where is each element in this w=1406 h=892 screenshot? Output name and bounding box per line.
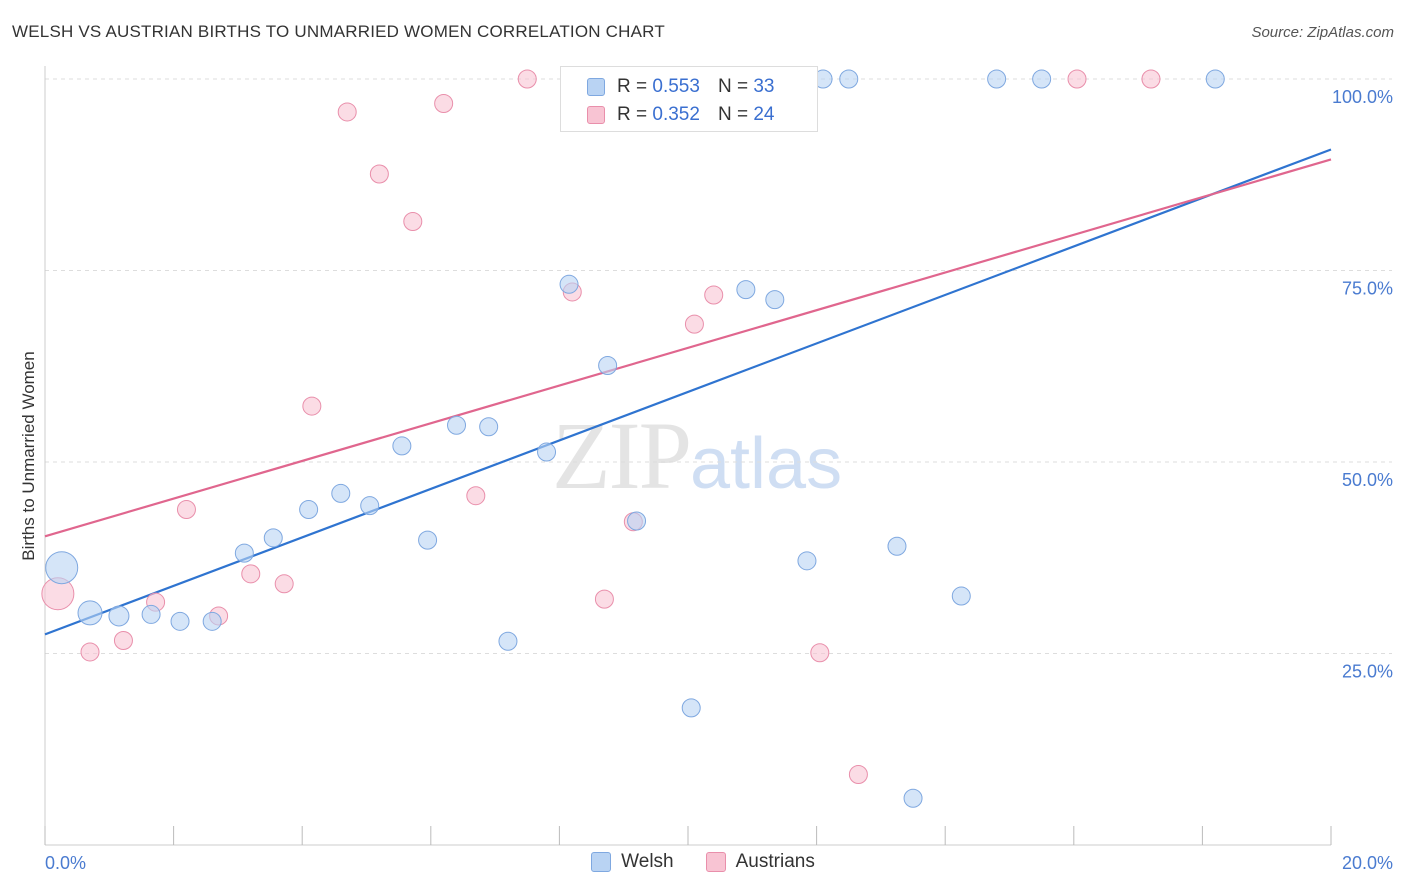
welsh-n-value: 33 bbox=[753, 76, 775, 97]
austrians-point bbox=[337, 102, 357, 122]
watermark-atlas: atlas bbox=[690, 424, 843, 504]
welsh-point bbox=[392, 436, 412, 456]
welsh-legend-label: Welsh bbox=[621, 851, 674, 872]
x-tick-label: 20.0% bbox=[1342, 853, 1393, 873]
y-tick-label: 25.0% bbox=[1342, 662, 1393, 682]
welsh-point bbox=[797, 551, 817, 571]
welsh-n-label: N = bbox=[717, 76, 749, 97]
welsh-point bbox=[299, 499, 319, 519]
welsh-point bbox=[45, 551, 79, 585]
welsh-point bbox=[263, 528, 283, 548]
axes bbox=[44, 66, 1332, 846]
austrians-point bbox=[704, 285, 724, 305]
welsh-point bbox=[839, 69, 859, 89]
tick-labels: 25.0% 50.0% 75.0% 100.0% 0.0% 20.0% bbox=[45, 87, 1393, 873]
welsh-point bbox=[141, 604, 161, 624]
welsh-point bbox=[736, 280, 756, 300]
welsh-point bbox=[951, 586, 971, 606]
austrians-r-label: R = bbox=[617, 104, 648, 125]
legend-item-welsh[interactable]: Welsh bbox=[591, 851, 674, 873]
welsh-swatch bbox=[587, 78, 605, 96]
austrians-point bbox=[517, 69, 537, 89]
welsh-point bbox=[681, 698, 701, 718]
austrians-point bbox=[466, 486, 486, 506]
austrians-r-value: 0.352 bbox=[652, 104, 700, 125]
welsh-point bbox=[627, 511, 647, 531]
welsh-point bbox=[108, 605, 130, 627]
welsh-r-label: R = bbox=[617, 76, 648, 97]
y-axis-label: Births to Unmarried Women bbox=[19, 351, 38, 560]
legend-row-austrians: R = 0.352 N = 24 bbox=[587, 101, 774, 129]
welsh-point bbox=[559, 274, 579, 294]
austrians-n-label: N = bbox=[717, 104, 749, 125]
trend-lines bbox=[44, 148, 1332, 636]
welsh-point bbox=[1032, 69, 1052, 89]
welsh-point bbox=[447, 415, 467, 435]
welsh-point bbox=[202, 611, 222, 631]
austrians-trend-line bbox=[44, 158, 1332, 538]
welsh-r-value: 0.553 bbox=[652, 76, 700, 97]
austrians-point bbox=[403, 211, 423, 231]
welsh-point bbox=[360, 496, 380, 516]
austrians-point bbox=[369, 164, 389, 184]
austrians-point bbox=[810, 643, 830, 663]
austrians-point bbox=[1067, 69, 1087, 89]
austrians-point bbox=[594, 589, 614, 609]
austrians-point bbox=[302, 396, 322, 416]
austrians-point bbox=[434, 94, 454, 114]
welsh-point bbox=[77, 600, 103, 626]
welsh-point bbox=[234, 543, 254, 563]
source-credit: Source: ZipAtlas.com bbox=[1251, 24, 1394, 41]
chart-title: WELSH VS AUSTRIAN BIRTHS TO UNMARRIED WO… bbox=[12, 22, 665, 41]
data-points bbox=[41, 69, 1225, 808]
welsh-point bbox=[887, 536, 907, 556]
austrians-legend-label: Austrians bbox=[735, 851, 815, 872]
welsh-point bbox=[598, 355, 618, 375]
austrians-point bbox=[113, 630, 133, 650]
x-tick-label: 0.0% bbox=[45, 853, 86, 873]
series-legend: Welsh Austrians bbox=[0, 851, 1406, 873]
legend-item-austrians[interactable]: Austrians bbox=[705, 851, 815, 873]
austrians-point bbox=[80, 642, 100, 662]
legend-row-welsh: R = 0.553 N = 33 bbox=[587, 73, 774, 101]
austrians-point bbox=[241, 564, 261, 584]
welsh-point bbox=[479, 417, 499, 437]
welsh-point bbox=[537, 442, 557, 462]
austrians-point bbox=[176, 499, 196, 519]
austrians-swatch bbox=[587, 106, 605, 124]
austrians-point bbox=[848, 765, 868, 785]
watermark-zip: ZIP bbox=[552, 402, 692, 509]
welsh-point bbox=[987, 69, 1007, 89]
welsh-point bbox=[498, 631, 518, 651]
welsh-point bbox=[170, 611, 190, 631]
austrians-n-value: 24 bbox=[753, 104, 775, 125]
welsh-point bbox=[765, 290, 785, 310]
welsh-point bbox=[903, 788, 923, 808]
zipatlas-watermark: ZIPatlas bbox=[552, 400, 842, 511]
y-tick-label: 50.0% bbox=[1342, 470, 1393, 490]
welsh-point bbox=[418, 530, 438, 550]
austrians-point bbox=[684, 314, 704, 334]
y-tick-label: 100.0% bbox=[1332, 87, 1393, 107]
austrians-legend-swatch bbox=[705, 852, 726, 872]
welsh-point bbox=[1205, 69, 1225, 89]
stats-legend: R = 0.553 N = 33 R = 0.352 N = 24 bbox=[560, 66, 818, 132]
welsh-point bbox=[331, 483, 351, 503]
welsh-legend-swatch bbox=[591, 852, 612, 872]
austrians-point bbox=[1141, 69, 1161, 89]
austrians-point bbox=[274, 574, 294, 594]
welsh-trend-line bbox=[44, 148, 1332, 636]
y-tick-label: 75.0% bbox=[1342, 279, 1393, 299]
